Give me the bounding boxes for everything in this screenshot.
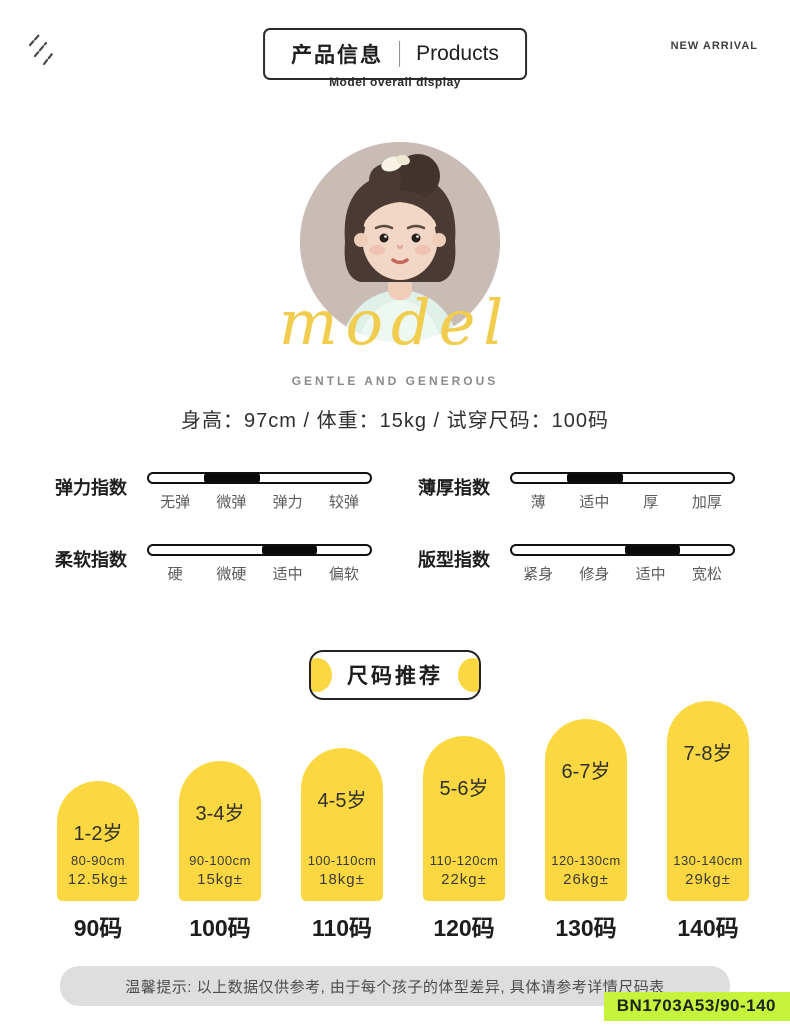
- size-arch: 5-6岁 110-120cm 22kg±: [423, 736, 505, 901]
- slider-track: [147, 544, 372, 556]
- weight: 22kg±: [441, 871, 487, 888]
- size-arch: 7-8岁 130-140cm 29kg±: [667, 701, 749, 901]
- age-range: 5-6岁: [439, 778, 489, 800]
- weight: 18kg±: [319, 871, 365, 888]
- option-label: 厚: [643, 494, 659, 511]
- section-title-cn: 产品信息: [291, 44, 384, 67]
- section-subtitle: Model overall display: [329, 75, 461, 89]
- weight: 12.5kg±: [67, 871, 129, 888]
- size-column-100: 3-4岁 90-100cm 15kg± 100码: [179, 761, 261, 943]
- index-sliders: 弹力指数 无弹 微弹 弹力 较弹 薄厚指数 薄: [55, 472, 735, 584]
- size-recommend-label: 尺码推荐: [347, 665, 443, 688]
- model-photo: [300, 142, 500, 342]
- size-column-120: 5-6岁 110-120cm 22kg± 120码: [423, 736, 505, 943]
- notice-text: 温馨提示: 以上数据仅供参考, 由于每个孩子的体型差异, 具体请参考详情尺码表: [125, 978, 665, 996]
- height-range: 110-120cm: [429, 853, 499, 868]
- size-column-90: 1-2岁 80-90cm 12.5kg± 90码: [57, 781, 139, 943]
- slider-options: 薄 适中 厚 加厚: [510, 491, 735, 512]
- section-title-en: Products: [416, 42, 499, 65]
- slider-track: [510, 544, 735, 556]
- option-label: 无弹: [160, 494, 191, 511]
- option-label: 硬: [167, 566, 183, 583]
- height-range: 100-110cm: [307, 853, 377, 868]
- index-label: 薄厚指数: [418, 478, 490, 498]
- size-label: 130码: [555, 915, 617, 941]
- index-row-softness: 柔软指数 硬 微硬 适中 偏软: [55, 544, 372, 584]
- size-column-130: 6-7岁 120-130cm 26kg± 130码: [545, 719, 627, 943]
- option-label: 适中: [635, 566, 666, 583]
- size-arch: 4-5岁 100-110cm 18kg±: [301, 748, 383, 901]
- slider-options: 无弹 微弹 弹力 较弹: [147, 491, 372, 512]
- option-label: 紧身: [523, 566, 554, 583]
- hatch-marks-icon: [28, 33, 54, 66]
- weight: 29kg±: [685, 871, 731, 888]
- size-column-110: 4-5岁 100-110cm 18kg± 110码: [301, 748, 383, 943]
- section-title-box: 产品信息 Products: [263, 28, 527, 80]
- height-range: 80-90cm: [70, 853, 126, 868]
- size-label: 140码: [677, 915, 739, 941]
- size-recommend-badge: 尺码推荐: [309, 650, 481, 700]
- age-range: 6-7岁: [561, 761, 611, 783]
- fit-slider: 紧身 修身 适中 宽松: [510, 544, 735, 584]
- age-range: 3-4岁: [195, 803, 245, 825]
- title-divider: [399, 41, 401, 67]
- slider-track: [510, 472, 735, 484]
- index-label: 版型指数: [418, 550, 490, 570]
- size-arch: 3-4岁 90-100cm 15kg±: [179, 761, 261, 901]
- size-label: 100码: [189, 915, 251, 941]
- slider-options: 硬 微硬 适中 偏软: [147, 563, 372, 584]
- slider-options: 紧身 修身 适中 宽松: [510, 563, 735, 584]
- option-label: 薄: [530, 494, 546, 511]
- size-chart: 1-2岁 80-90cm 12.5kg± 90码 3-4岁 90-100cm 1…: [57, 701, 749, 943]
- size-column-140: 7-8岁 130-140cm 29kg± 140码: [667, 701, 749, 943]
- new-arrival-label: NEW ARRIVAL: [670, 40, 758, 52]
- size-label: 120码: [433, 915, 495, 941]
- age-range: 4-5岁: [317, 790, 367, 812]
- option-label: 宽松: [691, 566, 722, 583]
- size-arch: 1-2岁 80-90cm 12.5kg±: [57, 781, 139, 901]
- option-label: 适中: [579, 494, 610, 511]
- index-label: 柔软指数: [55, 550, 127, 570]
- slider-fill: [567, 473, 623, 483]
- age-range: 1-2岁: [73, 823, 123, 845]
- size-label: 90码: [73, 915, 123, 941]
- age-range: 7-8岁: [683, 743, 733, 765]
- elasticity-slider: 无弹 微弹 弹力 较弹: [147, 472, 372, 512]
- index-row-fit: 版型指数 紧身 修身 适中 宽松: [418, 544, 735, 584]
- option-label: 修身: [579, 566, 610, 583]
- option-label: 适中: [272, 566, 303, 583]
- option-label: 微弹: [216, 494, 247, 511]
- height-range: 90-100cm: [189, 853, 251, 868]
- weight: 15kg±: [197, 871, 243, 888]
- model-stats-line: 身高：97cm / 体重：15kg / 试穿尺码：100码: [181, 410, 609, 432]
- sku-badge: BN1703A53/90-140: [603, 992, 790, 1021]
- index-row-elasticity: 弹力指数 无弹 微弹 弹力 较弹: [55, 472, 372, 512]
- height-range: 130-140cm: [673, 853, 743, 868]
- size-arch: 6-7岁 120-130cm 26kg±: [545, 719, 627, 901]
- option-label: 偏软: [328, 566, 359, 583]
- option-label: 较弹: [328, 494, 359, 511]
- option-label: 加厚: [691, 494, 722, 511]
- model-illustration: [300, 142, 500, 342]
- slider-track: [147, 472, 372, 484]
- option-label: 微硬: [216, 566, 247, 583]
- slider-fill: [261, 545, 317, 555]
- thickness-slider: 薄 适中 厚 加厚: [510, 472, 735, 512]
- model-script-text: model: [278, 286, 512, 359]
- badge-yellow-dot-left: [311, 658, 332, 692]
- index-label: 弹力指数: [55, 478, 127, 498]
- slider-fill: [204, 473, 260, 483]
- model-tagline: GENTLE AND GENEROUS: [291, 374, 499, 388]
- badge-yellow-dot-right: [458, 658, 479, 692]
- slider-fill: [624, 545, 680, 555]
- height-range: 120-130cm: [551, 853, 621, 868]
- index-row-thickness: 薄厚指数 薄 适中 厚 加厚: [418, 472, 735, 512]
- option-label: 弹力: [272, 494, 303, 511]
- weight: 26kg±: [563, 871, 609, 888]
- softness-slider: 硬 微硬 适中 偏软: [147, 544, 372, 584]
- size-label: 110码: [311, 915, 373, 941]
